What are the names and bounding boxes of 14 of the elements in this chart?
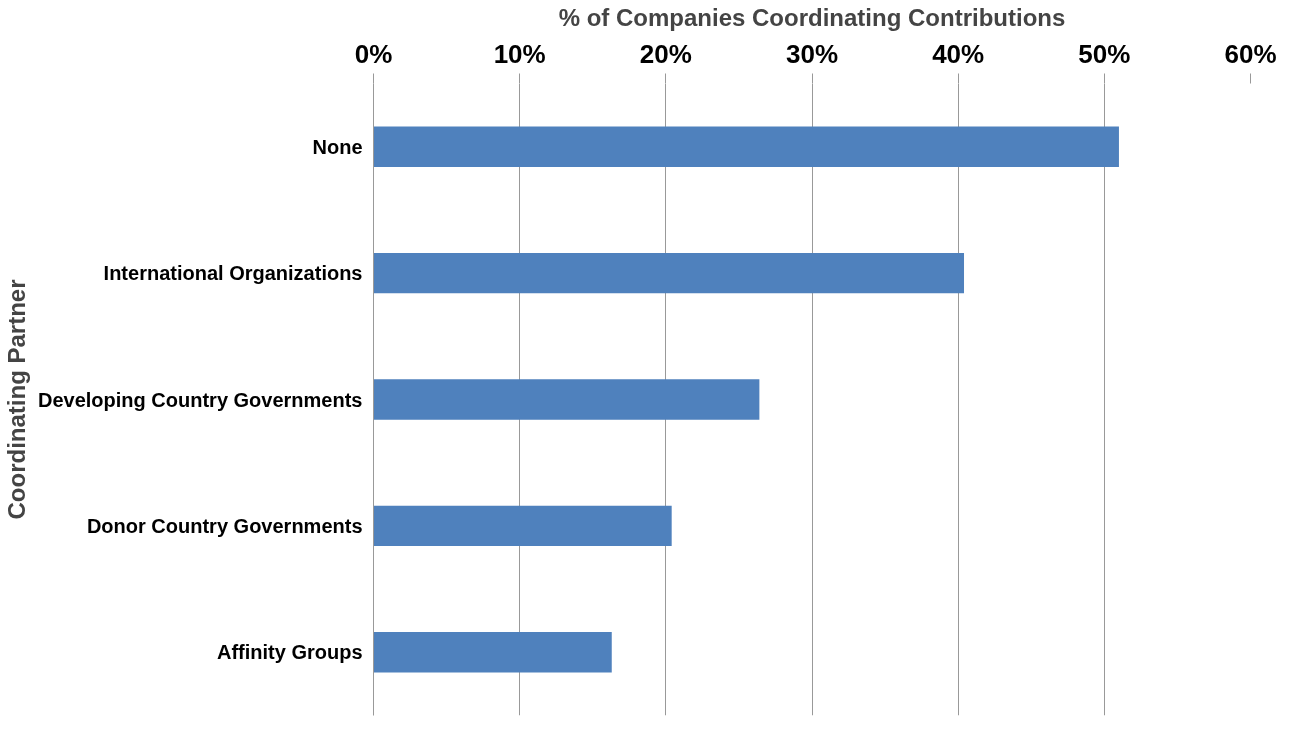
y-tick-label: None — [312, 135, 363, 158]
x-tick-label: 60% — [1224, 38, 1277, 69]
x-tick-label: 10% — [493, 38, 546, 69]
y-axis-title: Coordinating Partner — [3, 279, 31, 520]
x-tick-label: 0% — [354, 38, 393, 69]
x-tick-label: 50% — [1078, 38, 1131, 69]
y-tick-label: Donor Country Governments — [86, 514, 363, 537]
x-axis-title: % of Companies Coordinating Contributions — [558, 3, 1066, 31]
y-tick-label: Developing Country Governments — [38, 388, 363, 411]
x-tick-label: 40% — [932, 38, 985, 69]
x-tick-label: 30% — [785, 38, 839, 69]
x-tick-label: 20% — [639, 38, 692, 69]
y-tick-label: Affinity Groups — [216, 641, 363, 664]
y-tick-label: International Organizations — [103, 262, 363, 285]
